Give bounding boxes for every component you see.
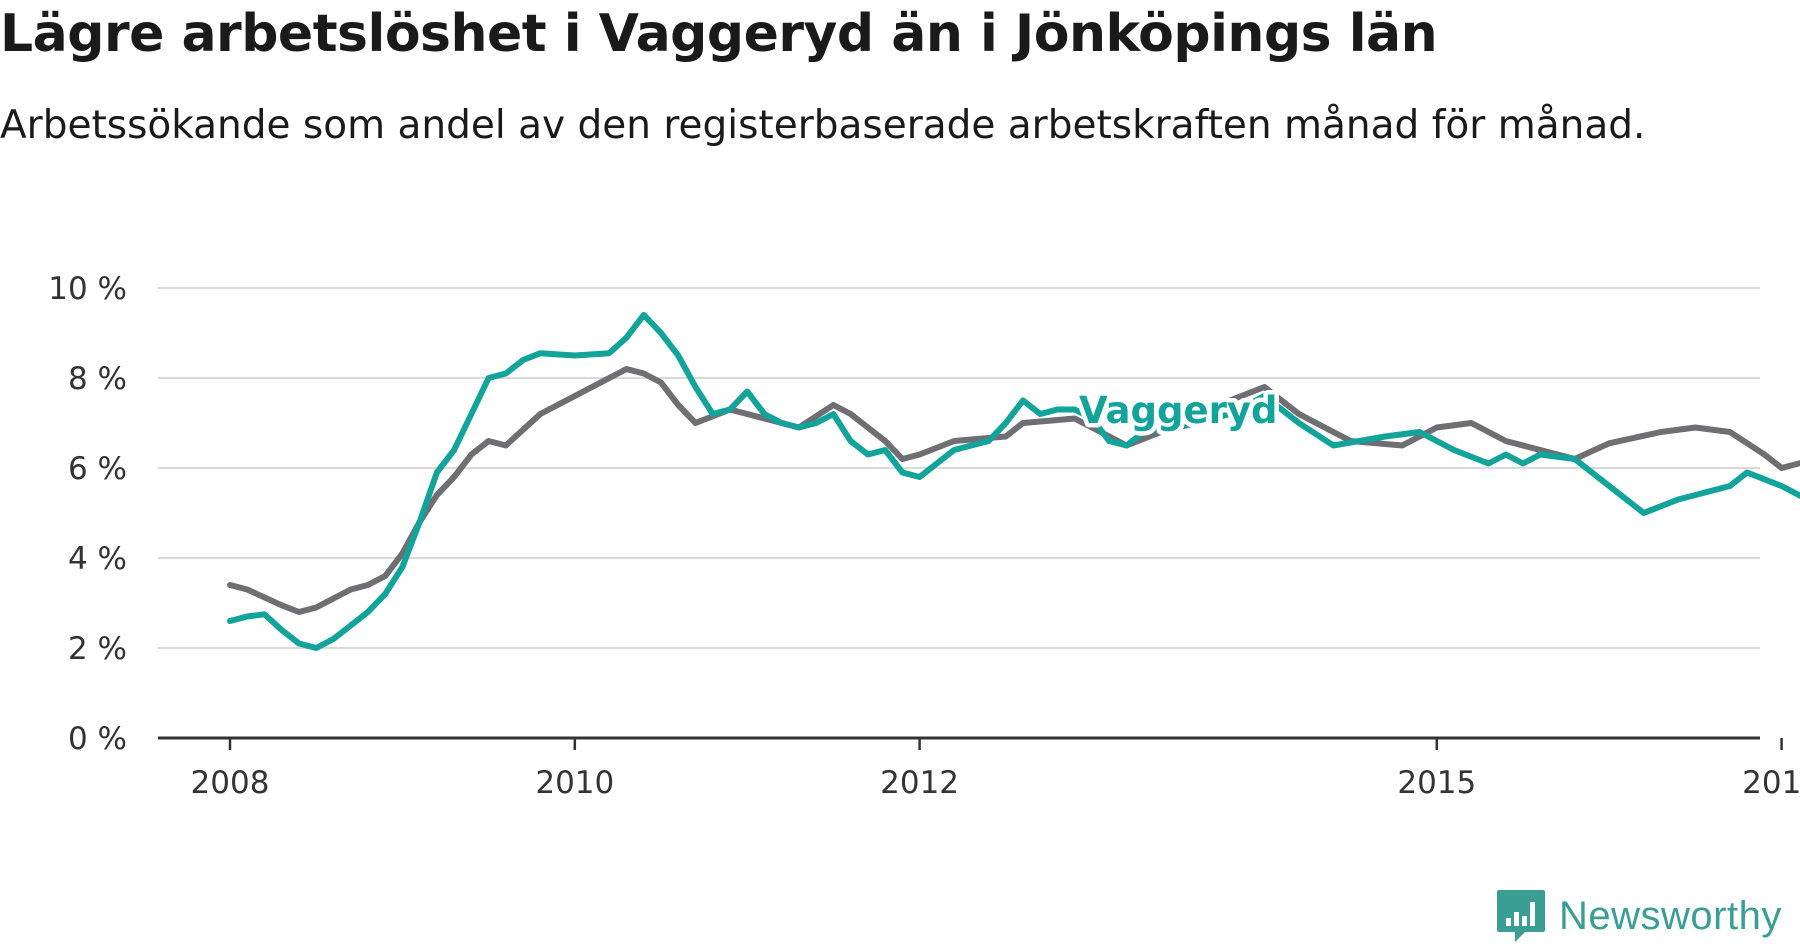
series-labels: VaggerydJönköpings län xyxy=(1074,385,1282,437)
x-axis: 20082010201220152017202020222024 xyxy=(158,736,1800,801)
x-tick-label: 2010 xyxy=(535,765,614,801)
series-line-j-nk-pings-l-n xyxy=(227,366,1800,615)
series-lines xyxy=(227,312,1800,651)
y-tick-label: 2 % xyxy=(68,631,127,667)
x-tick-label: 2017 xyxy=(1742,765,1800,801)
brand-name: Newsworthy xyxy=(1559,893,1782,938)
x-tick-label: 2008 xyxy=(191,765,270,801)
x-tick-label: 2015 xyxy=(1397,765,1476,801)
chart-subtitle: Arbetssökande som andel av den registerb… xyxy=(0,103,1646,148)
gridlines xyxy=(158,287,1760,649)
chart-title: Lägre arbetslöshet i Vaggeryd än i Jönkö… xyxy=(0,4,1438,64)
newsworthy-logo-icon xyxy=(1497,890,1545,942)
x-tick-label: 2012 xyxy=(880,765,959,801)
y-tick-label: 6 % xyxy=(68,451,127,487)
y-tick-label: 4 % xyxy=(68,541,127,577)
y-tick-label: 8 % xyxy=(68,361,127,397)
y-tick-label: 0 % xyxy=(68,721,127,757)
brand: Newsworthy xyxy=(1495,888,1782,944)
series-label-vaggeryd: Vaggeryd xyxy=(1079,389,1278,432)
y-axis-tick-labels: 0 % 2 % 4 % 6 % 8 % 10 % xyxy=(48,271,127,757)
y-tick-label: 10 % xyxy=(48,271,127,307)
series-line-vaggeryd xyxy=(227,312,1800,651)
